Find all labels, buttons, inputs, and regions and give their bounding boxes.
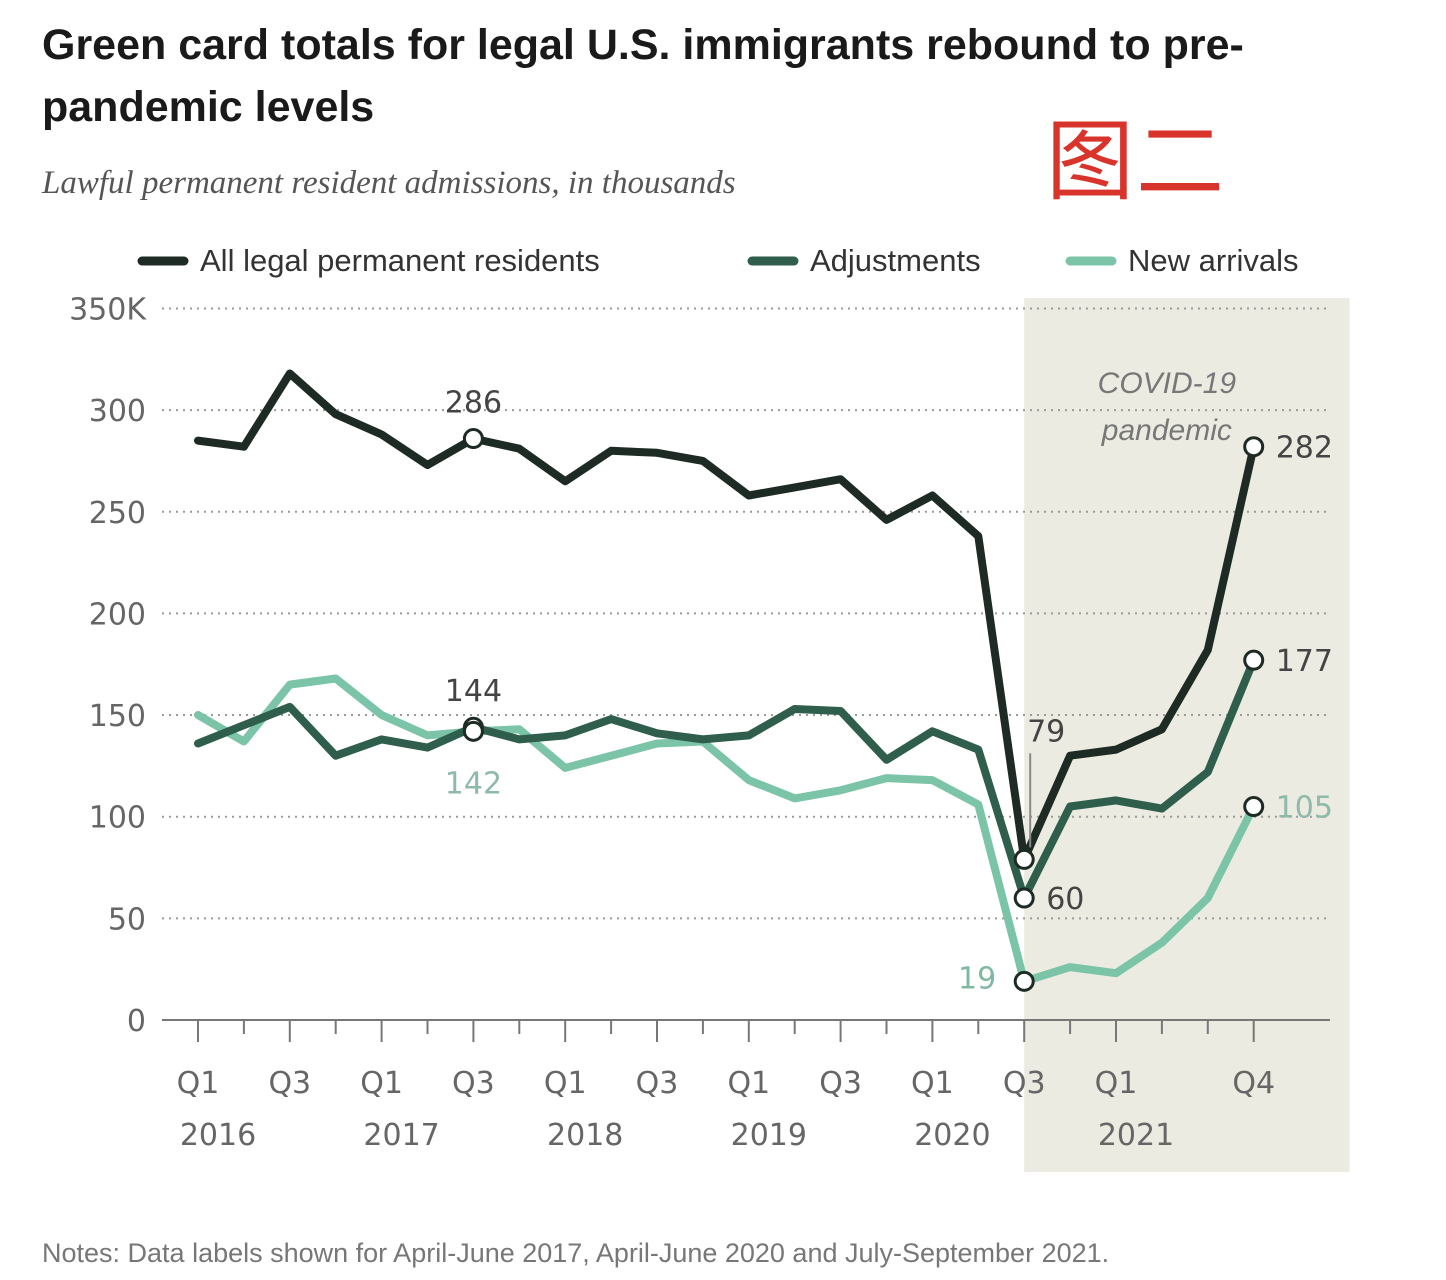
x-tick-label-quarter: Q1 — [360, 1066, 403, 1101]
x-tick-label-year: 2018 — [547, 1118, 623, 1153]
x-tick-label-year: 2019 — [731, 1118, 807, 1153]
pandemic-label-line-2: pandemic — [1101, 414, 1232, 447]
data-point-marker — [1243, 649, 1265, 671]
pandemic-label-line-1: COVID-19 — [1098, 367, 1237, 400]
chart-subtitle: Lawful permanent resident admissions, in… — [42, 165, 736, 201]
x-tick-label-quarter: Q1 — [177, 1066, 220, 1101]
x-tick-label-quarter: Q3 — [268, 1066, 311, 1101]
data-point-marker — [462, 428, 484, 450]
x-tick-label-year: 2016 — [180, 1118, 256, 1153]
y-tick-label-50: 50 — [108, 902, 146, 937]
x-tick-label-quarter: Q1 — [544, 1066, 587, 1101]
data-label: 142 — [445, 766, 502, 801]
x-tick-label-quarter: Q3 — [1003, 1066, 1046, 1101]
series-line — [194, 674, 1258, 986]
x-tick-label-quarter: Q3 — [452, 1066, 495, 1101]
data-labels: 286 144 142 79 60 19 282 177 105 — [445, 386, 1333, 997]
series-line — [194, 369, 1258, 864]
x-tick-label-quarter: Q1 — [911, 1066, 954, 1101]
x-tick-label-quarter: Q3 — [819, 1066, 862, 1101]
legend-label: Adjustments — [810, 243, 981, 278]
y-tick-label-300: 300 — [89, 394, 146, 429]
data-point-marker — [1013, 970, 1035, 992]
data-point-marker — [1013, 887, 1035, 909]
data-label: 144 — [445, 674, 502, 709]
axes: Q1 2016 Q3 Q1 2017 Q3 Q1 2018 Q3 Q1 2019 Q3 Q1 2020 Q3… — [162, 1019, 1330, 1153]
legend-label: New arrivals — [1128, 243, 1299, 278]
x-tick-label-year: 2020 — [914, 1118, 990, 1153]
data-label: 105 — [1276, 791, 1333, 826]
pandemic-shading-layer: COVID-19 pandemic — [1024, 298, 1350, 1172]
y-tick-label-0: 0 — [127, 1004, 146, 1039]
chart-title: Green card totals for legal U.S. immigra… — [42, 21, 1244, 131]
y-tick-label-100: 100 — [89, 801, 146, 836]
pandemic-shaded-region — [1024, 298, 1350, 1172]
y-tick-label-250: 250 — [89, 496, 146, 531]
legend: All legal permanent residents Adjustments… — [137, 243, 1299, 278]
y-tick-label-150: 150 — [89, 699, 146, 734]
data-label: 177 — [1276, 644, 1333, 679]
data-label: 19 — [958, 961, 996, 996]
data-label: 286 — [445, 386, 502, 421]
x-tick-label-year: 2021 — [1098, 1118, 1174, 1153]
chart-notes: Notes: Data labels shown for April-June … — [42, 1238, 1110, 1268]
y-tick-label-350: 350K — [69, 292, 147, 327]
x-tick-label-quarter: Q4 — [1232, 1066, 1275, 1101]
data-point-marker — [1243, 436, 1265, 458]
x-tick-label-quarter: Q3 — [636, 1066, 679, 1101]
y-tick-label-200: 200 — [89, 597, 146, 632]
data-point-marker — [1243, 796, 1265, 818]
x-tick-label-quarter: Q1 — [1095, 1066, 1138, 1101]
series-lines — [194, 369, 1258, 986]
data-point-marker — [462, 720, 484, 742]
data-label: 79 — [1027, 714, 1065, 749]
data-label: 60 — [1046, 882, 1084, 917]
legend-label: All legal permanent residents — [200, 243, 600, 278]
x-tick-label-year: 2017 — [363, 1118, 439, 1153]
data-point-marker — [1013, 848, 1035, 870]
stamp-label: 图二 — [1046, 110, 1227, 213]
gridlines: 0 50 100 150 200 250 300 350K — [69, 292, 1326, 1039]
series-line — [194, 656, 1258, 902]
x-tick-label-quarter: Q1 — [727, 1066, 770, 1101]
data-label: 282 — [1276, 431, 1333, 466]
